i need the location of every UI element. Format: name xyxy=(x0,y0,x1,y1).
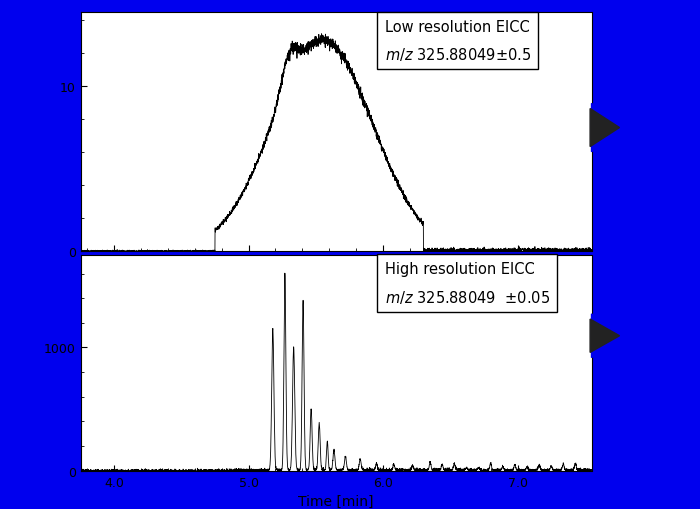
Text: Low resolution EICC
$m/z$ 325.88049±0.5: Low resolution EICC $m/z$ 325.88049±0.5 xyxy=(384,20,531,63)
X-axis label: Time [min]: Time [min] xyxy=(298,494,374,508)
Text: High resolution EICC
$m/z$ 325.88049  ±0.05: High resolution EICC $m/z$ 325.88049 ±0.… xyxy=(384,262,550,305)
